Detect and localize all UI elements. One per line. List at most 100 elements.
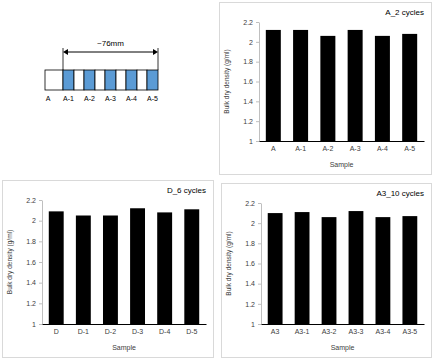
x-tick-label: A-5 [404,145,415,152]
bars [268,211,418,324]
dimension-line [67,52,154,53]
plot-area: 11.21.41.61.822.2A3A3-1A3-2A3-3A3-4A3-5 [245,200,424,335]
y-axis: 11.21.41.61.822.2 [243,19,259,145]
chart-frame [3,181,214,358]
arrow-head [63,49,68,55]
x-tick: D-3 [132,324,143,335]
slice [126,70,137,90]
y-tick-mark [258,223,261,224]
slice-label: A-3 [105,95,116,102]
y-tick-label: 1.6 [245,260,255,267]
x-tick-label: D-5 [186,328,197,335]
y-tick: 1.8 [26,238,42,245]
y-tick: 1.6 [245,260,261,267]
bar [402,216,417,324]
x-tick-label: D-4 [159,328,170,335]
x-tick: A-2 [322,141,333,152]
bar [293,30,308,141]
y-tick: 2 [249,39,259,46]
y-tick: 1.4 [26,279,42,286]
y-tick-label: 1 [32,321,36,328]
gap [74,70,84,90]
x-axis-line [260,141,425,142]
slice [63,70,74,90]
x-tick: A-1 [295,141,306,152]
y-tick-label: 2.2 [26,197,36,204]
y-tick-label: 1.2 [245,301,255,308]
y-tick: 1.8 [245,240,261,247]
x-tick-label: D-1 [78,328,89,335]
y-tick: 1.6 [243,78,259,85]
y-tick-label: 1.2 [26,300,36,307]
y-tick-mark [256,141,259,142]
x-axis-title: Sample [330,161,354,169]
y-tick-mark [258,324,261,325]
y-tick-label: 1.4 [243,98,253,105]
y-tick-mark [39,221,42,222]
y-tick-label: 2 [251,220,255,227]
y-tick-mark [258,243,261,244]
y-tick-label: 1.2 [243,118,253,125]
x-tick-label: D-2 [105,328,116,335]
bar [376,217,391,324]
y-tick-label: 1.4 [245,280,255,287]
y-axis-line [261,204,262,325]
x-axis-title: Sample [112,344,136,352]
bar [295,212,310,324]
y-tick-mark [39,303,42,304]
x-tick: D-1 [78,324,89,335]
x-axis: DD-1D-2D-3D-4D-5 [43,324,207,335]
arrow-head [153,49,158,55]
y-tick: 1.6 [26,259,42,266]
chart-frame [222,184,432,358]
bars [266,30,417,141]
gap [137,70,147,90]
y-tick: 1.2 [243,118,259,125]
slice-label: A-5 [147,95,158,102]
x-tick: A-3 [350,141,361,152]
chart-title: A3_10 cycles [376,189,424,198]
x-tick: D-5 [186,324,197,335]
bar [184,209,199,324]
bar [76,216,91,325]
slice-label: A-4 [126,95,137,102]
y-tick-label: 2 [249,39,253,46]
y-tick-mark [258,284,261,285]
y-tick-label: 1.6 [26,259,36,266]
x-tick-label: A [271,145,276,152]
y-tick-label: 1 [251,321,255,328]
y-tick-label: 1.8 [245,240,255,247]
bar [157,212,172,324]
bar [103,216,118,325]
slice-label: A-2 [84,95,95,102]
y-tick-label: 1 [249,138,253,145]
x-tick-label: A3-4 [376,328,391,335]
bar [402,34,417,141]
y-tick-mark [256,22,259,23]
y-tick-label: 1.8 [26,238,36,245]
chart: 11.21.41.61.822.2DD-1D-2D-3D-4D-5D_6 cyc… [3,181,214,358]
figure: A A-1 A-2 A-3 A-4 A-5 ~76mm 1 1.2 1.4 1.6 1.8 2 2.2 A A… [0,0,437,361]
y-tick-mark [258,304,261,305]
x-tick-label: A-3 [350,145,361,152]
x-tick-label: A-4 [377,145,388,152]
y-tick: 1.4 [243,98,259,105]
dimension-label: ~76mm [97,39,124,48]
y-tick: 1 [32,321,42,328]
y-axis-title: Bulk dry density (g/ml) [223,49,231,113]
y-tick: 1.8 [243,58,259,65]
x-axis: A A-1 A-2 A-3 A-4 A-5 [260,141,425,152]
bar [130,208,145,324]
slice [105,70,116,90]
y-tick-label: 1.8 [243,58,253,65]
y-tick-label: 1.6 [243,78,253,85]
y-tick-mark [256,62,259,63]
bar [266,30,281,141]
bar [49,211,64,324]
x-tick-label: A3 [271,328,280,335]
gap [95,70,105,90]
x-tick-label: A3-2 [322,328,337,335]
y-tick: 2.2 [26,197,42,204]
x-tick: A-4 [377,141,388,152]
slice [147,70,158,90]
